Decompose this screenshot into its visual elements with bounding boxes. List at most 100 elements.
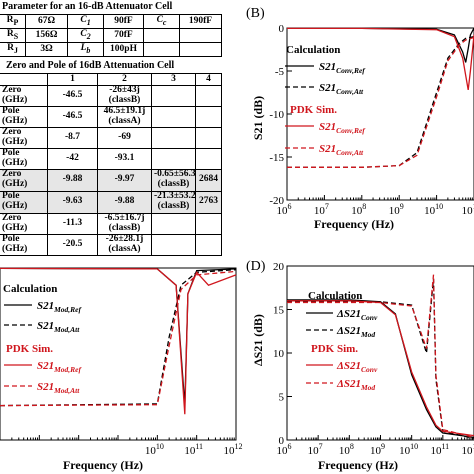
table2-caption: Zero and Pole of 16dB Attenuation Cell (6, 60, 175, 71)
legend-d-calc-mod-text: ΔS21Mod (336, 325, 375, 339)
row-label: Zero (GHz) (0, 85, 48, 107)
param-cell (143, 42, 180, 57)
cell: -26±43j (classB) (97, 85, 152, 107)
row-label: Pole (GHz) (0, 147, 48, 170)
cell: 2763 (195, 190, 222, 214)
cell: 46.5±19.1j (classA) (97, 105, 152, 128)
cell: -20.5 (47, 233, 98, 256)
x-tick-exp: 8 (362, 202, 366, 211)
legend-d-calc-title: Calculation (308, 290, 362, 302)
header-cell: 2 (97, 73, 152, 86)
x-tick-exp: 9 (381, 442, 385, 451)
param-cell: C1 (67, 14, 104, 29)
x-tick-label: 1011 (184, 442, 203, 457)
cell: -46.5 (47, 105, 98, 128)
y-tick-label: 10 (273, 348, 285, 360)
series-line-d-3 (287, 274, 474, 439)
header-cell (0, 73, 48, 86)
row-label: Zero (GHz) (0, 212, 48, 235)
legend-b: Calculation S21Conv,Ref S21Conv,Att PDK … (285, 44, 366, 157)
x-tick-exp: 7 (319, 442, 323, 451)
x-tick-exp: 11 (441, 442, 449, 451)
param-cell: C2 (67, 28, 104, 43)
series-line-d-2 (287, 300, 474, 437)
cell (195, 105, 222, 128)
row-label: Pole (GHz) (0, 190, 48, 214)
cell: -69 (97, 126, 152, 149)
x-tick-label: 109 (389, 202, 404, 217)
y-tick-label: -15 (269, 152, 284, 164)
header-cell: 1 (47, 73, 98, 86)
cell (195, 147, 222, 170)
x-tick-exp: 10 (410, 442, 418, 451)
legend-c-pdk-ref-text: S21Mod,Ref (37, 360, 83, 374)
cell: -93.1 (97, 147, 152, 170)
legend-b-pdk-att-text: S21Conv,Att (319, 143, 364, 157)
legend-c-pdk-att-text: S21Mod,Att (37, 381, 80, 395)
param-cell: RP (0, 14, 26, 29)
y-tick-label: -20 (269, 195, 284, 207)
param-cell: 190fF (179, 14, 222, 29)
legend-c-calc-att-text: S21Mod,Att (37, 320, 80, 334)
series-line-c-2 (0, 267, 237, 415)
x-tick-exp: 10 (156, 442, 164, 451)
y-tick-label: -5 (275, 66, 285, 78)
param-cell (179, 28, 222, 43)
y-tick-label: 0 (279, 435, 285, 447)
legend-b-calc-att-text: S21Conv,Att (319, 82, 364, 96)
cell: -9.88 (97, 190, 152, 214)
x-tick-exp: 12 (235, 442, 243, 451)
x-tick-label: 1010 (399, 442, 418, 457)
cell (151, 212, 196, 235)
param-cell: 3Ω (25, 42, 68, 57)
cell: -6.5±16.7j (classB) (97, 212, 152, 235)
legend-b-pdk-ref-text: S21Conv,Ref (319, 121, 366, 135)
legend-b-calc-title: Calculation (286, 44, 340, 56)
row-label: Pole (GHz) (0, 105, 48, 128)
cell (195, 233, 222, 256)
header-cell: 4 (195, 73, 222, 86)
legend-c: Calculation S21Mod,Ref S21Mod,Att PDK Si… (3, 283, 83, 395)
param-cell: 156Ω (25, 28, 68, 43)
header-cell: 3 (151, 73, 196, 86)
panel-d-xlabel: Frequency (Hz) (318, 458, 398, 472)
legend-d-pdk-mod-text: ΔS21Mod (336, 378, 375, 392)
x-tick-label: 107 (314, 202, 329, 217)
legend-d-pdk-title: PDK Sim. (311, 343, 358, 355)
legend-d-calc-conv-text: ΔS21Conv (336, 308, 378, 322)
cell: -8.7 (47, 126, 98, 149)
x-tick-label: 1011 (462, 202, 474, 217)
legend-d: Calculation ΔS21Conv ΔS21Mod PDK Sim. ΔS… (306, 290, 378, 392)
plot-frame-b (286, 27, 474, 201)
x-tick-label: 1011 (430, 442, 449, 457)
cell: -46.5 (47, 85, 98, 107)
x-tick-exp: 11 (195, 442, 203, 451)
series-line-c-1 (0, 269, 237, 407)
x-tick-exp: 10 (435, 202, 443, 211)
cell (195, 212, 222, 235)
cell: -0.65±56.3j (classB) (151, 168, 196, 192)
legend-c-pdk-title: PDK Sim. (6, 343, 53, 355)
legend-c-calc-ref-text: S21Mod,Ref (37, 300, 83, 314)
series-line-c-3 (0, 270, 237, 407)
legend-c-calc-title: Calculation (3, 283, 57, 295)
x-tick-exp: 6 (288, 202, 292, 211)
legend-b-calc-ref-text: S21Conv,Ref (319, 61, 366, 75)
x-tick-label: 1010 (424, 202, 443, 217)
cell: -21.3±53.2j (classB) (151, 190, 196, 214)
series-line-b-0 (287, 27, 474, 63)
series-line-d-0 (287, 299, 474, 439)
x-tick-label: 106 (277, 202, 292, 217)
panel-d-ylabel: ΔS21 (dB) (251, 314, 265, 366)
row-label: Pole (GHz) (0, 233, 48, 256)
cell (151, 85, 196, 107)
y-tick-label: 15 (273, 305, 285, 317)
x-tick-label: 106 (277, 442, 292, 457)
series-line-b-2 (287, 27, 474, 91)
param-cell: 70fF (103, 28, 144, 43)
zero-pole-table: 1 2 3 4 Zero (GHz) -46.5 -26±43j (classB) … (0, 73, 222, 256)
param-cell: Cc (143, 14, 180, 29)
table1-caption: Parameter for an 16-dB Attenuator Cell (2, 1, 173, 12)
param-cell: 100pH (103, 42, 144, 57)
cell (195, 85, 222, 107)
